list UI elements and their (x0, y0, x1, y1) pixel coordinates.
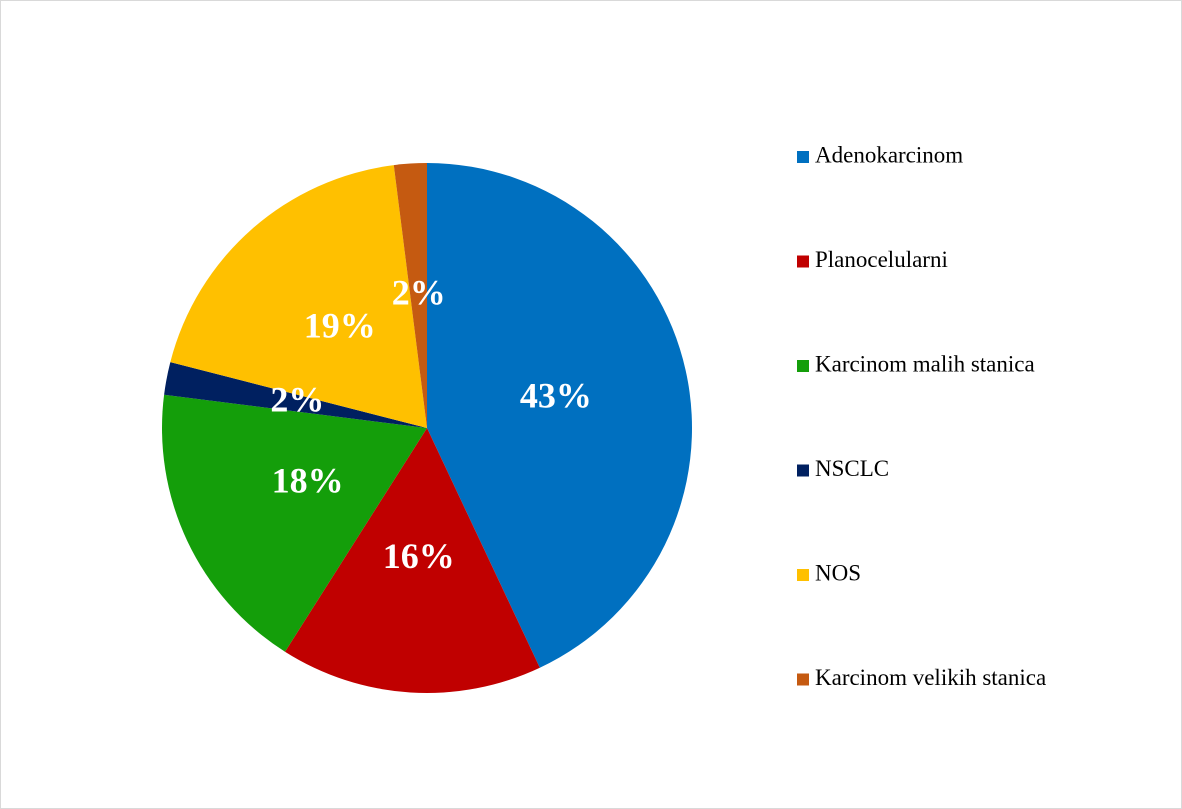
pie-slice (393, 163, 427, 428)
legend-label: Karcinom velikih stanica (815, 665, 1046, 690)
data-label: 2% (392, 273, 446, 313)
pie-slice (170, 165, 428, 428)
legend-swatch (797, 569, 809, 581)
pie-slice (285, 428, 540, 693)
legend-label: NOS (815, 560, 861, 585)
pie-slice (427, 163, 692, 668)
legend-swatch (797, 673, 809, 686)
pie-slice (162, 394, 427, 652)
legend-swatch (797, 360, 809, 372)
legend-swatch (797, 255, 809, 268)
data-label: 16% (383, 536, 455, 576)
data-label: 19% (304, 305, 376, 345)
legend-label: NSCLC (815, 456, 889, 481)
pie-slice (164, 362, 427, 428)
data-label: 2% (270, 380, 324, 420)
data-label: 43% (520, 375, 592, 415)
legend-label: Planocelularni (815, 247, 948, 272)
data-label: 18% (272, 460, 344, 500)
legend-label: Karcinom malih stanica (815, 351, 1035, 376)
legend-swatch (797, 151, 809, 163)
legend-label: Adenokarcinom (815, 142, 963, 167)
legend-swatch (797, 464, 809, 477)
